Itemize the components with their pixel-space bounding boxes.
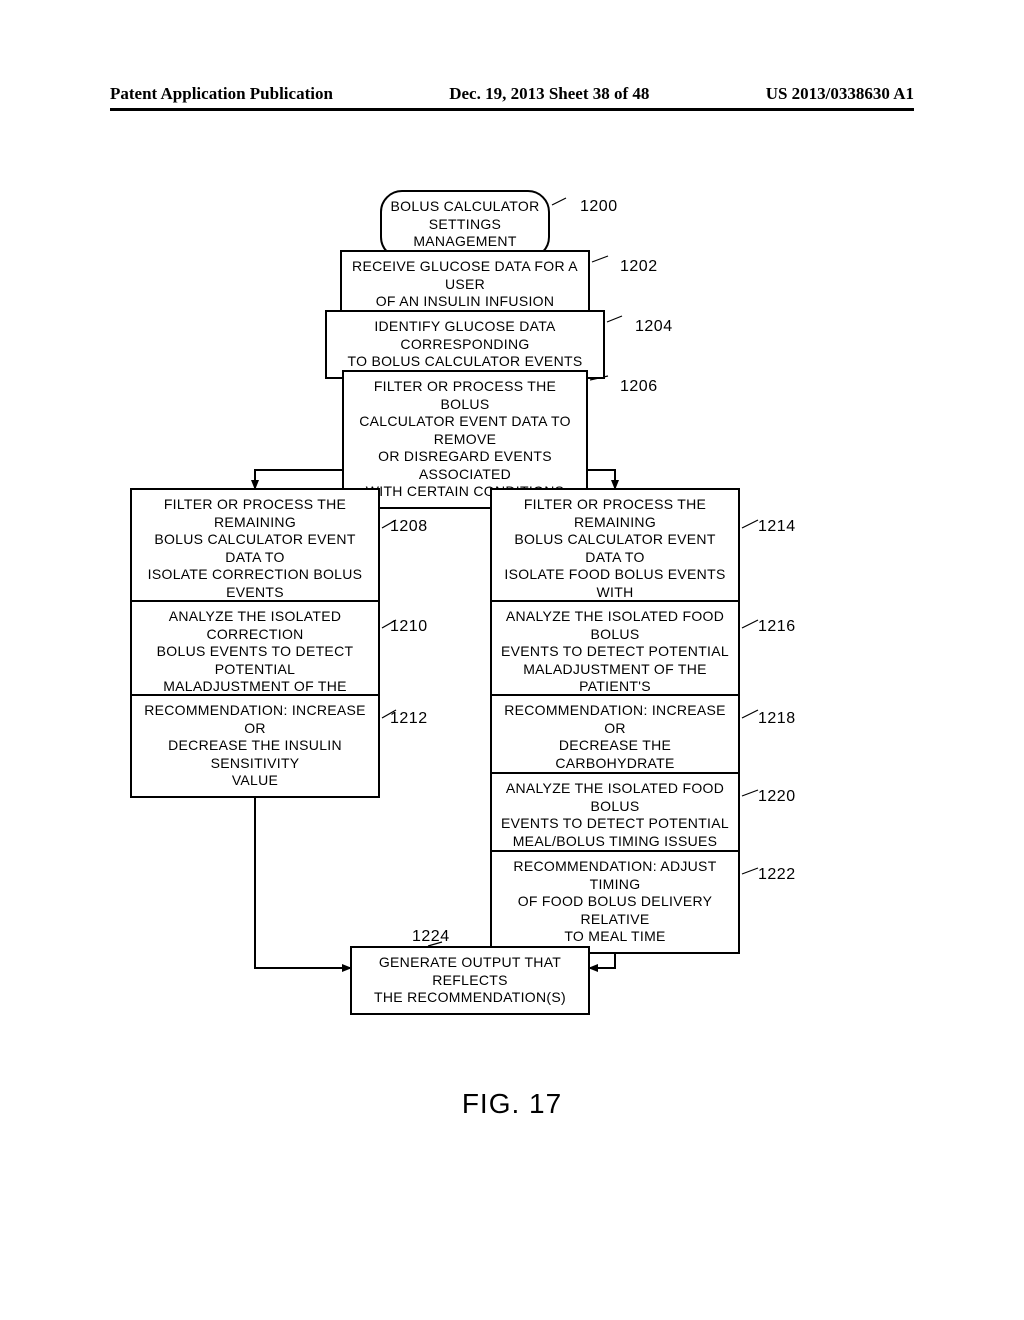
header-right: US 2013/0338630 A1 xyxy=(766,84,914,104)
figure-caption: FIG. 17 xyxy=(0,1088,1024,1120)
ref-1216: 1216 xyxy=(758,618,796,636)
ref-1204: 1204 xyxy=(635,318,673,336)
header-center: Dec. 19, 2013 Sheet 38 of 48 xyxy=(449,84,649,104)
flowchart: BOLUS CALCULATORSETTINGS MANAGEMENT 1200 R… xyxy=(110,170,914,1150)
ref-1208: 1208 xyxy=(390,518,428,536)
ref-1206: 1206 xyxy=(620,378,658,396)
ref-1202: 1202 xyxy=(620,258,658,276)
ref-1210: 1210 xyxy=(390,618,428,636)
ref-1200: 1200 xyxy=(580,198,618,216)
ref-1224: 1224 xyxy=(412,928,450,946)
flow-node-1204: IDENTIFY GLUCOSE DATA CORRESPONDINGTO BO… xyxy=(325,310,605,379)
flow-node-1212: RECOMMENDATION: INCREASE ORDECREASE THE … xyxy=(130,694,380,798)
ref-1220: 1220 xyxy=(758,788,796,806)
flow-node-1224: GENERATE OUTPUT THAT REFLECTSTHE RECOMME… xyxy=(350,946,590,1015)
flow-node-1200: BOLUS CALCULATORSETTINGS MANAGEMENT xyxy=(380,190,550,259)
header-rule xyxy=(110,108,914,111)
ref-1214: 1214 xyxy=(758,518,796,536)
flow-node-1222: RECOMMENDATION: ADJUST TIMINGOF FOOD BOL… xyxy=(490,850,740,954)
header-left: Patent Application Publication xyxy=(110,84,333,104)
ref-1212: 1212 xyxy=(390,710,428,728)
page-header: Patent Application Publication Dec. 19, … xyxy=(110,84,914,104)
ref-1222: 1222 xyxy=(758,866,796,884)
page: Patent Application Publication Dec. 19, … xyxy=(0,0,1024,1320)
ref-1218: 1218 xyxy=(758,710,796,728)
flow-node-1220: ANALYZE THE ISOLATED FOOD BOLUSEVENTS TO… xyxy=(490,772,740,858)
